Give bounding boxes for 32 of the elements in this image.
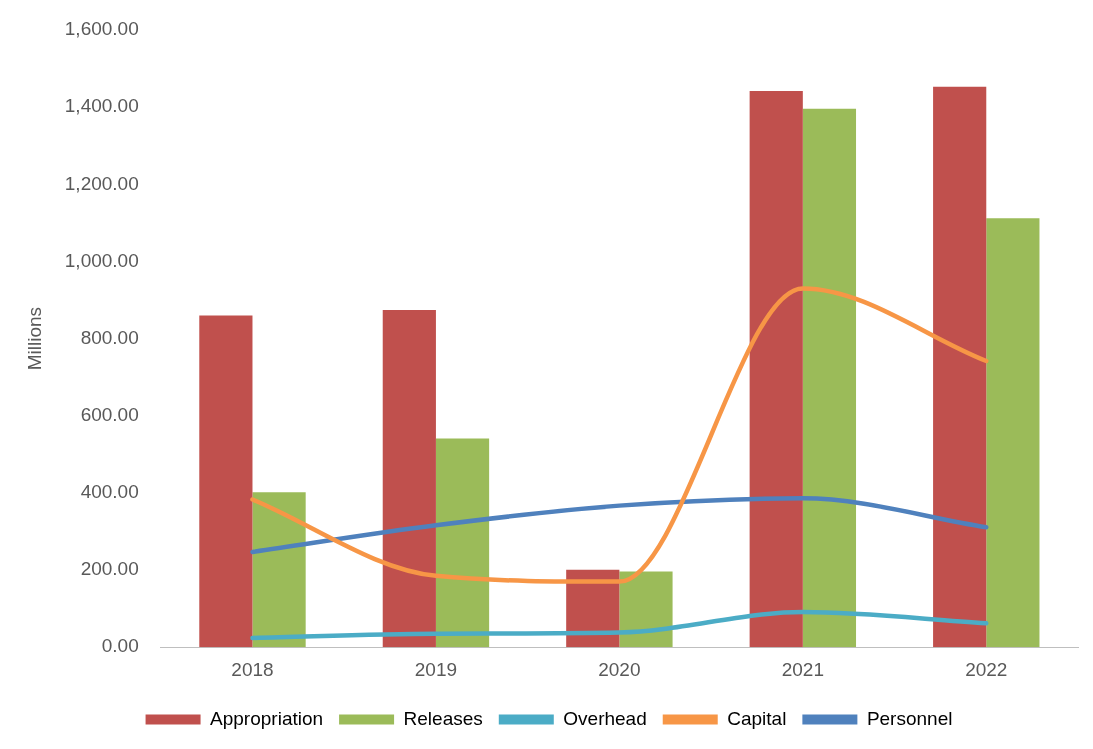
x-tick-label: 2021 xyxy=(781,658,824,680)
legend-label: Capital xyxy=(727,707,787,729)
y-tick-label: 800.00 xyxy=(80,326,139,348)
y-tick-label: 200.00 xyxy=(80,558,139,580)
x-tick-label: 2022 xyxy=(965,658,1008,680)
bar xyxy=(749,90,803,648)
x-tick-label: 2018 xyxy=(231,658,274,680)
x-tick-label: 2020 xyxy=(598,658,641,680)
legend-label: Releases xyxy=(403,707,483,729)
bar xyxy=(252,492,306,648)
bar xyxy=(199,315,253,648)
line-series xyxy=(250,286,989,584)
y-tick-label: 600.00 xyxy=(80,403,139,425)
bar xyxy=(802,108,857,648)
bar xyxy=(986,218,1040,648)
bar xyxy=(435,438,490,648)
y-tick-label: 1,600.00 xyxy=(64,18,139,40)
x-tick-label: 2019 xyxy=(414,658,458,680)
y-tick-label: 1,400.00 xyxy=(64,95,139,117)
y-tick-label: 1,000.00 xyxy=(64,249,139,271)
bar xyxy=(382,310,436,648)
y-tick-label: 1,200.00 xyxy=(64,172,139,194)
line-series xyxy=(250,609,989,641)
y-tick-label: 0.00 xyxy=(101,635,139,657)
legend-label: Personnel xyxy=(866,707,953,729)
y-tick-label: 400.00 xyxy=(80,481,139,503)
legend-label: Overhead xyxy=(563,707,647,729)
line-series xyxy=(250,496,989,555)
bar xyxy=(933,86,987,648)
y-axis-title: Millions xyxy=(23,306,45,371)
legend-label: Appropriation xyxy=(210,707,324,729)
bar xyxy=(619,571,673,648)
